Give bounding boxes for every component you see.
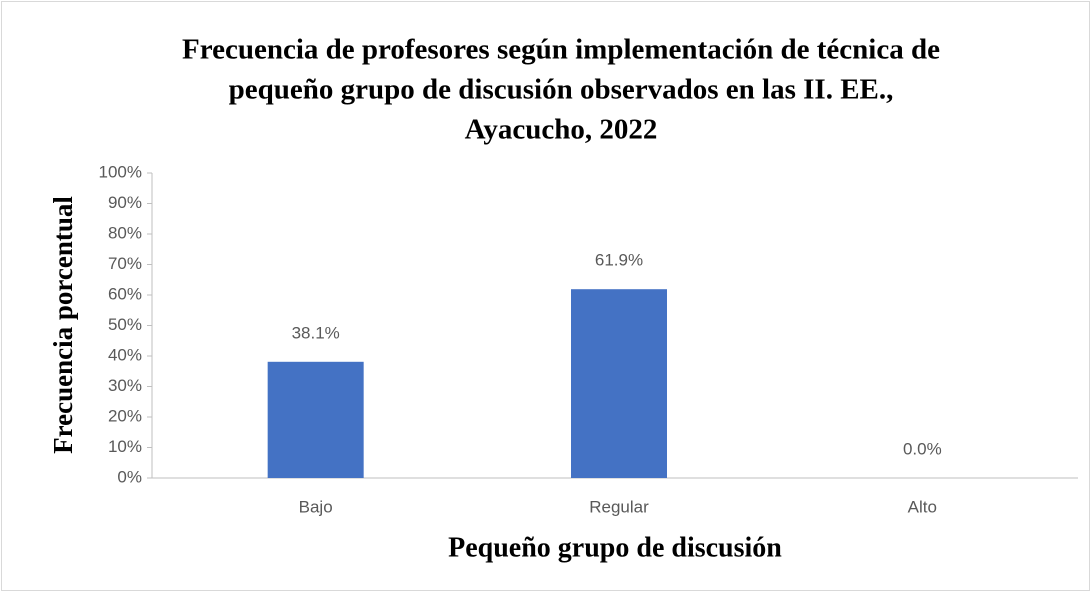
data-label: 38.1% bbox=[292, 323, 340, 342]
y-tick-label: 0% bbox=[117, 467, 142, 486]
y-tick-label: 10% bbox=[108, 437, 142, 456]
y-tick-label: 30% bbox=[108, 376, 142, 395]
x-tick-label: Alto bbox=[908, 497, 937, 516]
y-tick-label: 50% bbox=[108, 315, 142, 334]
y-tick-label: 40% bbox=[108, 345, 142, 364]
y-tick-label: 20% bbox=[108, 406, 142, 425]
x-axis-label: Pequeño grupo de discusión bbox=[448, 532, 782, 563]
x-tick-label: Bajo bbox=[299, 497, 333, 516]
bar bbox=[267, 361, 364, 478]
y-tick-label: 90% bbox=[108, 193, 142, 212]
chart-title: pequeño grupo de discusión observados en… bbox=[229, 74, 894, 106]
y-tick-label: 100% bbox=[99, 162, 142, 181]
y-tick-label: 80% bbox=[108, 223, 142, 242]
y-tick-label: 60% bbox=[108, 284, 142, 303]
x-tick-label: Regular bbox=[589, 497, 649, 516]
y-tick-label: 70% bbox=[108, 254, 142, 273]
chart-title: Frecuencia de profesores según implement… bbox=[182, 34, 940, 66]
chart-title: Ayacucho, 2022 bbox=[465, 114, 658, 146]
y-axis-label: Frecuencia porcentual bbox=[48, 196, 78, 454]
bar bbox=[571, 289, 667, 478]
data-label: 0.0% bbox=[903, 439, 942, 458]
data-label: 61.9% bbox=[595, 251, 643, 270]
